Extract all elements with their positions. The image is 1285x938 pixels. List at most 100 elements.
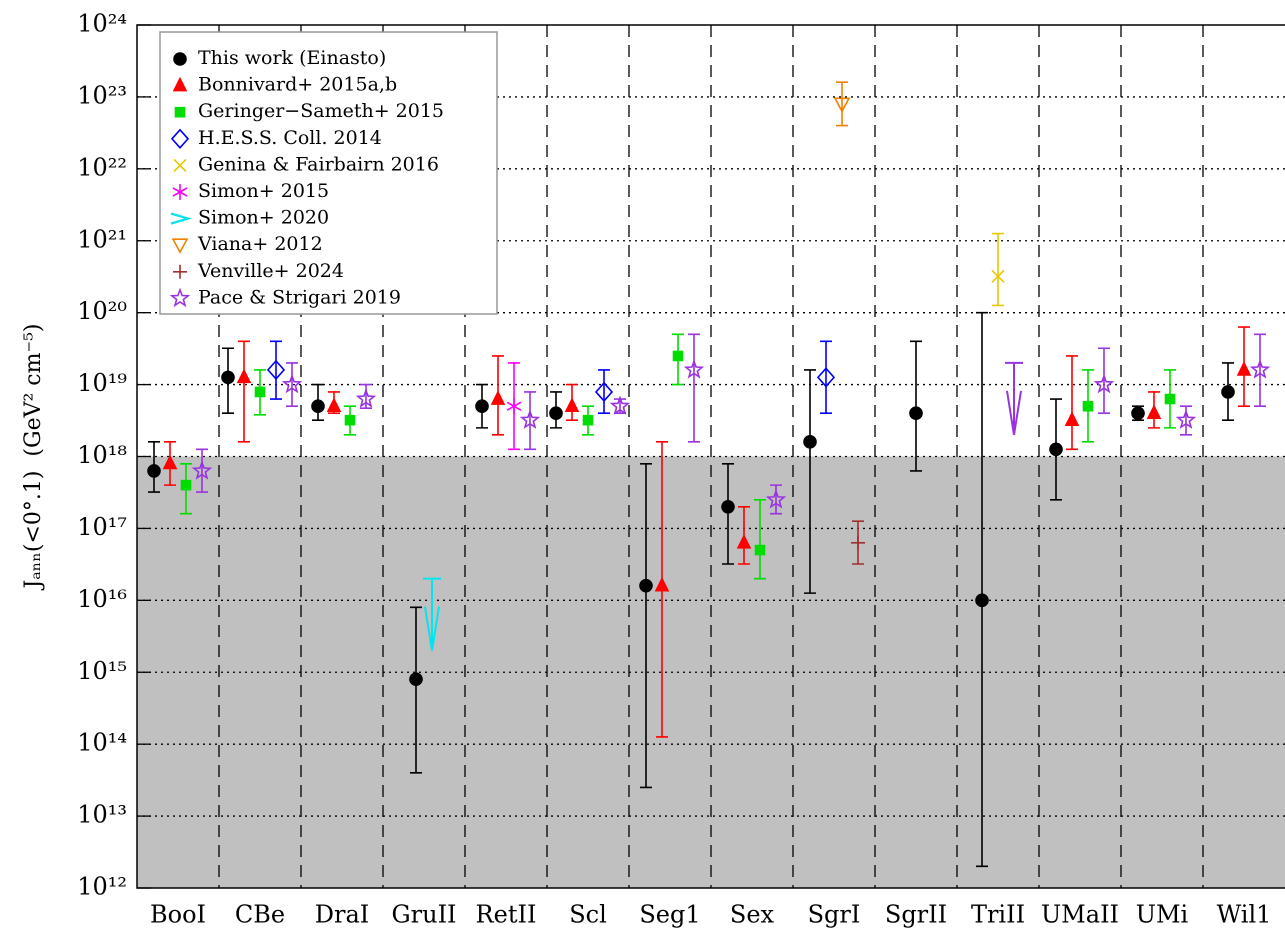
y-tick-label: 10¹³ bbox=[77, 801, 127, 829]
data-point bbox=[609, 395, 631, 415]
data-point bbox=[191, 460, 213, 480]
data-point bbox=[736, 534, 752, 549]
data-point bbox=[147, 464, 161, 478]
data-point bbox=[1082, 400, 1094, 412]
data-point bbox=[519, 409, 541, 429]
data-point bbox=[311, 399, 325, 414]
error-bar bbox=[820, 340, 832, 415]
error-bar bbox=[196, 448, 208, 493]
legend-marker bbox=[172, 184, 188, 200]
x-tick-label: UMi bbox=[1136, 901, 1189, 929]
legend-marker bbox=[172, 76, 188, 92]
data-point bbox=[1049, 442, 1063, 457]
data-point bbox=[221, 370, 235, 385]
x-tick-label: DraI bbox=[315, 901, 370, 929]
y-tick-label: 10¹² bbox=[77, 873, 127, 901]
data-point bbox=[236, 368, 252, 384]
data-point bbox=[683, 359, 705, 379]
data-point bbox=[344, 414, 356, 426]
error-bar bbox=[722, 463, 734, 565]
error-bar bbox=[640, 463, 652, 789]
legend-label: Genina & Fairbairn 2016 bbox=[198, 153, 439, 175]
data-point bbox=[1131, 406, 1145, 421]
data-point bbox=[409, 672, 423, 687]
x-tick-label: RetII bbox=[476, 901, 537, 929]
x-tick-label: CBe bbox=[235, 901, 285, 929]
y-tick-label: 10²¹ bbox=[77, 225, 127, 253]
x-tick-label: Scl bbox=[569, 901, 607, 929]
y-tick-label: 10¹⁶ bbox=[77, 585, 127, 613]
error-bar bbox=[754, 498, 766, 580]
x-tick-label: Sex bbox=[730, 901, 775, 929]
data-point bbox=[1236, 361, 1252, 376]
error-bar bbox=[688, 333, 700, 443]
plot-frame bbox=[136, 24, 1285, 889]
y-tick-label: 10¹⁸ bbox=[77, 441, 127, 469]
legend-marker bbox=[173, 52, 187, 66]
data-point bbox=[975, 593, 989, 608]
error-bar bbox=[238, 340, 250, 443]
error-bar bbox=[286, 362, 298, 408]
data-point bbox=[506, 398, 522, 415]
y-tick-label: 10¹⁹ bbox=[77, 369, 127, 397]
legend-label: Simon+ 2020 bbox=[198, 207, 329, 229]
y-tick-label: 10²² bbox=[77, 153, 127, 181]
error-bar bbox=[598, 369, 610, 415]
legend-label: Simon+ 2015 bbox=[198, 180, 329, 202]
legend-marker bbox=[169, 287, 191, 308]
error-bar bbox=[1254, 333, 1266, 408]
error-bar bbox=[804, 369, 816, 594]
x-tick-label: Wil1 bbox=[1217, 901, 1272, 929]
legend-label: This work (Einasto) bbox=[198, 47, 386, 69]
legend-marker bbox=[170, 212, 192, 225]
data-point bbox=[1221, 385, 1235, 399]
legend: This work (Einasto) Bonnivard+ 2015a,b Ger… bbox=[159, 31, 498, 315]
error-bar bbox=[910, 340, 922, 472]
upper-limit bbox=[423, 577, 441, 651]
legend-label: Venville+ 2024 bbox=[197, 260, 344, 282]
data-point bbox=[355, 388, 377, 408]
y-tick-label: 10²⁰ bbox=[77, 297, 127, 325]
data-point bbox=[639, 578, 653, 593]
data-point bbox=[326, 397, 342, 413]
data-point bbox=[1064, 411, 1080, 426]
data-point bbox=[594, 381, 614, 403]
legend-label: H.E.S.S. Coll. 2014 bbox=[198, 127, 382, 149]
legend-box bbox=[159, 31, 498, 315]
data-point bbox=[281, 373, 303, 394]
legend-marker bbox=[171, 238, 189, 254]
legend-label: Pace & Strigari 2019 bbox=[198, 286, 401, 308]
error-bar bbox=[410, 606, 422, 774]
error-bar bbox=[1098, 347, 1110, 415]
data-point bbox=[851, 535, 865, 550]
data-point bbox=[765, 489, 787, 509]
data-point bbox=[754, 544, 766, 556]
data-point bbox=[1146, 404, 1162, 420]
error-bar bbox=[1066, 355, 1078, 451]
legend-marker bbox=[170, 128, 190, 150]
data-point bbox=[549, 406, 563, 421]
data-point bbox=[162, 454, 178, 470]
data-point bbox=[803, 435, 817, 449]
x-tick-label: SgrI bbox=[808, 901, 861, 929]
error-bar bbox=[270, 340, 282, 400]
legend-marker bbox=[174, 106, 186, 118]
legend-marker bbox=[173, 264, 187, 279]
y-tick-label: 10¹⁴ bbox=[77, 729, 127, 757]
x-tick-label: UMaII bbox=[1041, 901, 1119, 929]
y-tick-label: 10²³ bbox=[77, 81, 127, 109]
data-point bbox=[721, 499, 735, 514]
legend-marker bbox=[173, 158, 187, 172]
y-axis-label: Jₐₙₙ(<0°.1) (GeV² cm⁻⁵) bbox=[21, 324, 46, 591]
x-tick-label: TriII bbox=[971, 901, 1025, 929]
data-point bbox=[833, 97, 851, 113]
legend-label: Viana+ 2012 bbox=[197, 233, 323, 255]
error-bar bbox=[524, 391, 536, 451]
data-point bbox=[180, 479, 192, 491]
data-point bbox=[564, 397, 580, 413]
data-point bbox=[909, 406, 923, 421]
data-point bbox=[816, 367, 836, 388]
y-tick-label: 10²⁴ bbox=[77, 10, 127, 38]
error-bar bbox=[976, 311, 988, 868]
